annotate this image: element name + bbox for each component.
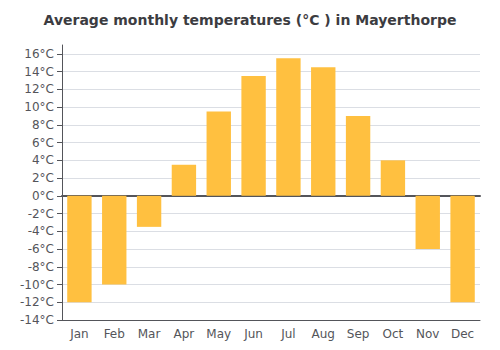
svg-text:6°C: 6°C [32,136,54,150]
svg-text:12°C: 12°C [24,82,54,96]
svg-text:-12°C: -12°C [20,295,54,309]
svg-text:-10°C: -10°C [20,278,54,292]
svg-text:Mar: Mar [138,327,161,341]
svg-text:14°C: 14°C [24,65,54,79]
svg-text:10°C: 10°C [24,100,54,114]
svg-text:0°C: 0°C [32,189,54,203]
svg-text:2°C: 2°C [32,171,54,185]
svg-text:-6°C: -6°C [28,242,54,256]
svg-text:8°C: 8°C [32,118,54,132]
svg-text:4°C: 4°C [32,153,54,167]
svg-text:Dec: Dec [451,327,474,341]
svg-text:Nov: Nov [416,327,439,341]
svg-text:-8°C: -8°C [28,260,54,274]
svg-text:Feb: Feb [104,327,125,341]
svg-text:Apr: Apr [174,327,195,341]
svg-text:May: May [206,327,231,341]
svg-text:Average monthly temperatures (: Average monthly temperatures (°C ) in Ma… [44,12,457,28]
svg-text:-4°C: -4°C [28,224,54,238]
svg-text:Aug: Aug [312,327,335,341]
svg-text:-2°C: -2°C [28,207,54,221]
svg-text:Jul: Jul [280,327,295,341]
svg-text:Jun: Jun [243,327,263,341]
svg-text:16°C: 16°C [24,47,54,61]
svg-text:Oct: Oct [383,327,404,341]
svg-text:-14°C: -14°C [20,313,54,327]
svg-text:Jan: Jan [69,327,89,341]
svg-text:Sep: Sep [347,327,370,341]
